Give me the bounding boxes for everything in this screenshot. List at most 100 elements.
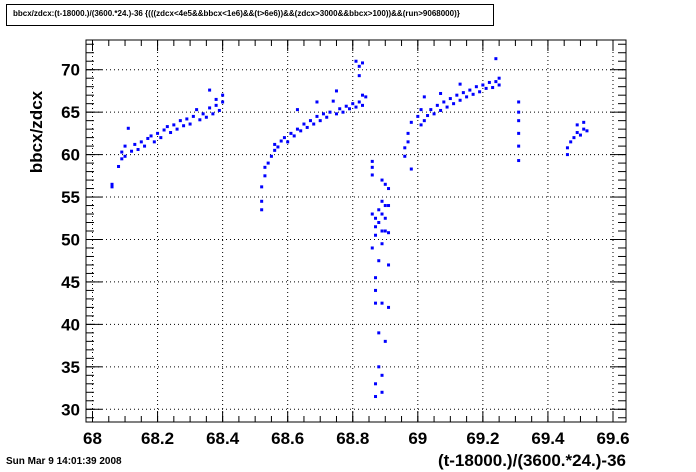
chart-title-box: bbcx/zdcx:(t-18000.)/(3600.*24.)-36 {(((… [6, 4, 494, 26]
data-point [517, 131, 521, 135]
data-point [364, 95, 368, 99]
plot-frame [85, 39, 627, 423]
data-point [292, 134, 296, 138]
data-point [585, 129, 589, 133]
data-point [377, 365, 381, 369]
y-tick-label: 50 [61, 230, 80, 249]
data-point [377, 331, 381, 335]
data-point [370, 173, 374, 177]
data-point [380, 229, 384, 233]
data-point [448, 97, 452, 101]
data-point [383, 339, 387, 343]
data-point [308, 119, 312, 123]
data-point [387, 263, 391, 267]
y-tick-label: 55 [61, 188, 80, 207]
data-point [442, 100, 446, 104]
data-point [361, 61, 365, 65]
data-point [217, 108, 221, 112]
data-point [211, 112, 215, 116]
grid [86, 40, 626, 422]
data-point [347, 107, 351, 111]
data-point [276, 145, 280, 149]
data-point [517, 119, 521, 123]
y-tick-label: 30 [61, 400, 80, 419]
data-point [351, 102, 355, 106]
tick-labels: 68 68.2 68.4 68.6 68.8 69 69.2 69.4 69.6 30 35 40 45… [61, 61, 629, 448]
data-point [435, 103, 439, 107]
data-point [110, 185, 114, 189]
data-point [387, 305, 391, 309]
data-point [403, 146, 407, 150]
data-point [149, 134, 153, 138]
data-point [377, 221, 381, 225]
data-point [191, 114, 195, 118]
data-point [517, 159, 521, 163]
data-point [468, 88, 472, 92]
data-point [361, 93, 365, 97]
data-point [374, 225, 378, 229]
y-tick-label: 40 [61, 315, 80, 334]
data-point [374, 233, 378, 237]
data-point [422, 119, 426, 123]
y-tick-label: 70 [61, 61, 80, 80]
data-point [136, 148, 140, 152]
data-point [494, 80, 498, 84]
data-point [458, 98, 462, 102]
data-point [487, 80, 491, 84]
data-point [354, 105, 358, 109]
data-point [302, 122, 306, 126]
data-point [575, 131, 579, 135]
data-point [201, 112, 205, 116]
data-point [416, 114, 420, 118]
data-point [383, 229, 387, 233]
data-point [169, 131, 173, 135]
data-point [380, 390, 384, 394]
data-point [325, 115, 329, 119]
data-point [198, 118, 202, 122]
data-point [374, 276, 378, 280]
data-point [409, 167, 413, 171]
data-point [354, 59, 358, 63]
data-point [565, 153, 569, 157]
data-point [383, 182, 387, 186]
data-point [321, 112, 325, 116]
data-point [299, 129, 303, 133]
data-point [474, 85, 478, 89]
data-points [110, 57, 589, 399]
data-point [582, 127, 586, 131]
data-point [361, 103, 365, 107]
data-point [188, 122, 192, 126]
data-point [208, 88, 212, 92]
data-point [380, 199, 384, 203]
data-point [578, 133, 582, 137]
y-tick-label: 60 [61, 146, 80, 165]
data-point [282, 136, 286, 140]
data-point [439, 108, 443, 112]
data-point [266, 161, 270, 165]
data-point [295, 108, 299, 112]
data-point [152, 140, 156, 144]
data-point [133, 142, 137, 146]
x-tick-label: 69.2 [466, 429, 499, 448]
data-point [214, 97, 218, 101]
data-point [429, 108, 433, 112]
data-point [461, 91, 465, 95]
data-point [172, 123, 176, 127]
data-point [374, 382, 378, 386]
data-point [370, 212, 374, 216]
y-tick-label: 65 [61, 103, 80, 122]
data-point [318, 119, 322, 123]
data-point [159, 136, 163, 140]
data-point [380, 212, 384, 216]
x-tick-label: 68.6 [271, 429, 304, 448]
data-point [374, 288, 378, 292]
data-point [471, 92, 475, 96]
x-axis-title: (t-18000.)/(3600.*24.)-36 [438, 451, 626, 470]
data-point [494, 57, 498, 61]
data-point [146, 136, 150, 140]
data-point [328, 110, 332, 114]
data-point [377, 259, 381, 263]
data-point [117, 164, 121, 168]
data-point [387, 204, 391, 208]
data-point [517, 110, 521, 114]
